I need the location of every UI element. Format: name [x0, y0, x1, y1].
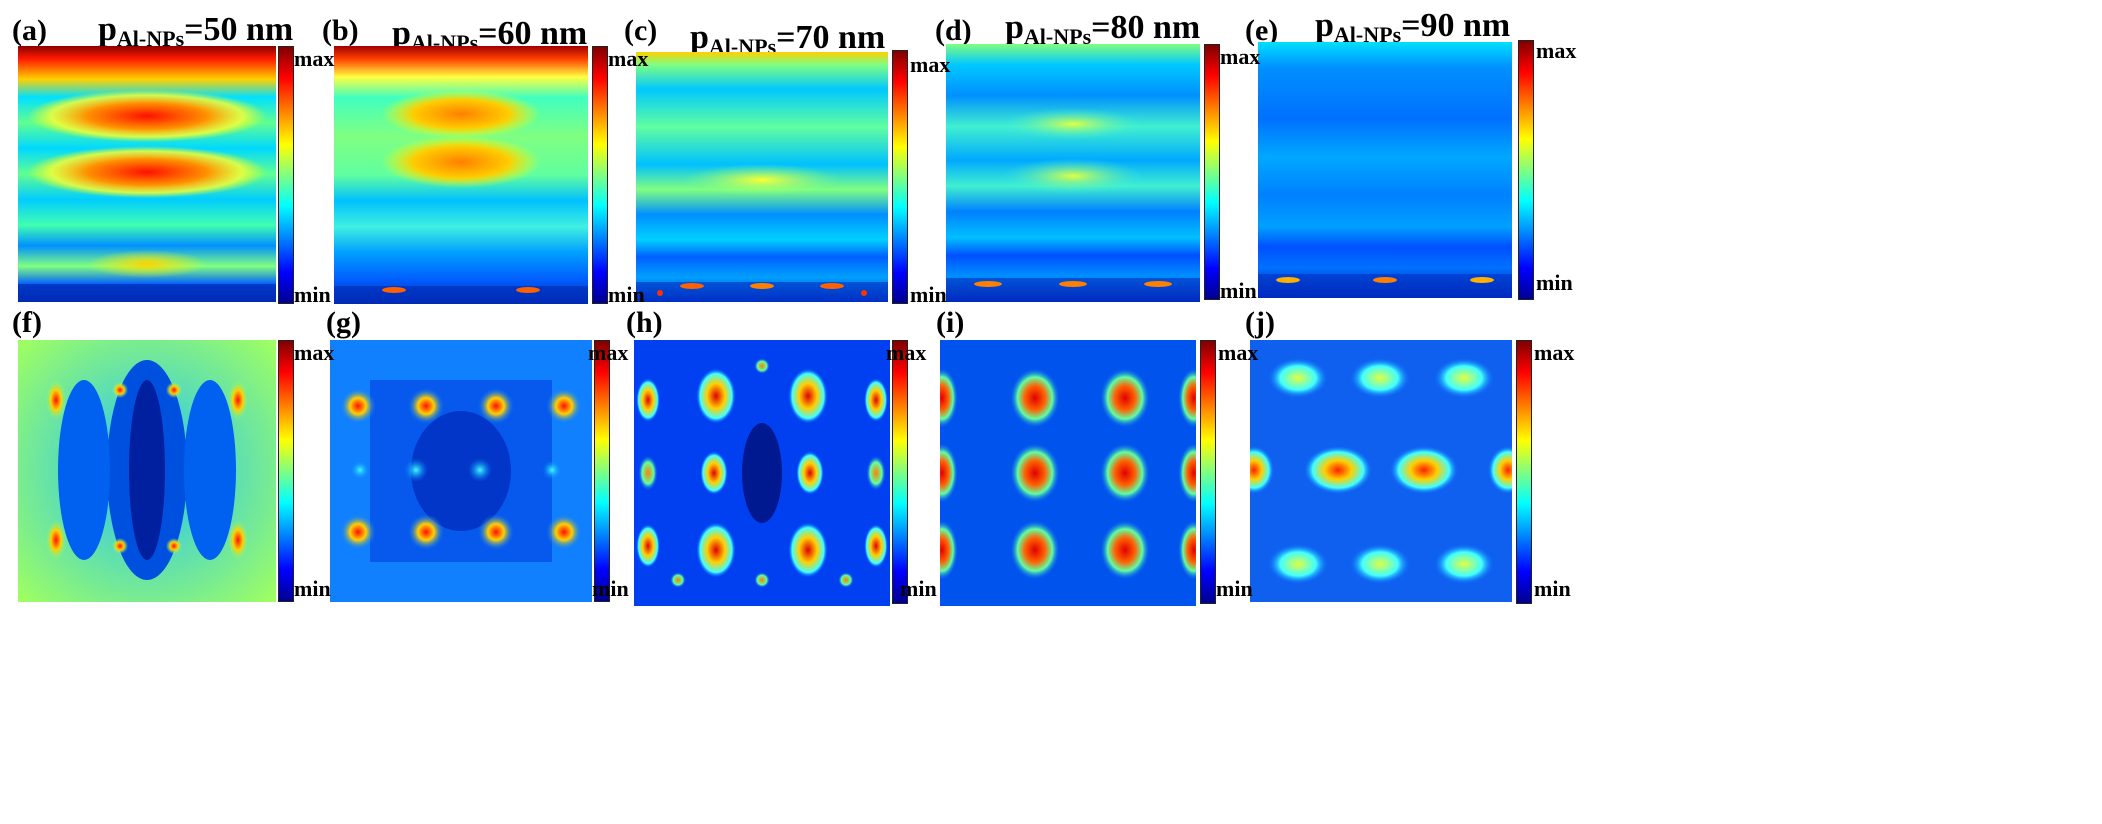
field-map-h	[634, 340, 890, 606]
colorbar-max-f: max	[294, 340, 335, 365]
colorbar-i	[1200, 340, 1216, 604]
field-map-j	[1250, 340, 1512, 602]
colorbar-min-b: min	[608, 282, 645, 307]
colorbar-min-a: min	[294, 282, 331, 307]
colorbar-max-h: max	[886, 340, 927, 365]
field-map-b	[334, 46, 588, 304]
panel-label-d: (d)	[935, 14, 972, 47]
panel-label-i: (i)	[936, 306, 965, 339]
field-map-a	[18, 46, 276, 302]
panel-label-g: (g)	[326, 306, 361, 339]
colorbar-max-e: max	[1536, 38, 1577, 63]
panel-label-h: (h)	[626, 306, 663, 339]
colorbar-c	[892, 50, 908, 304]
colorbar-max-d: max	[1220, 44, 1261, 69]
colorbar-min-c: min	[910, 282, 947, 307]
colorbar-min-h: min	[900, 576, 937, 601]
colorbar-max-i: max	[1218, 340, 1259, 365]
panel-label-c: (c)	[624, 14, 658, 47]
field-map-d	[946, 44, 1200, 302]
panel-title-c: pAl-NPs=70 nm	[690, 19, 886, 59]
colorbar-g	[594, 340, 610, 602]
colorbar-max-a: max	[294, 46, 335, 71]
colorbar-d	[1204, 44, 1220, 300]
panel-label-j: (j)	[1245, 306, 1275, 339]
colorbar-min-j: min	[1534, 576, 1571, 601]
field-map-e	[1258, 42, 1512, 298]
panel-label-e: (e)	[1245, 14, 1279, 47]
colorbar-min-d: min	[1220, 278, 1257, 303]
panel-label-b: (b)	[322, 14, 359, 47]
colorbar-min-e: min	[1536, 270, 1573, 295]
colorbar-h	[892, 340, 908, 604]
colorbar-max-j: max	[1534, 340, 1575, 365]
colorbar-min-i: min	[1216, 576, 1253, 601]
colorbar-max-g: max	[588, 340, 629, 365]
panel-label-f: (f)	[12, 306, 42, 339]
colorbar-min-f: min	[294, 576, 331, 601]
panel-label-a: (a)	[12, 14, 47, 47]
panel-title-e: pAl-NPs=90 nm	[1315, 7, 1511, 47]
colorbar-max-c: max	[910, 52, 951, 77]
colorbar-b	[592, 46, 608, 304]
colorbar-a	[278, 46, 294, 304]
field-map-f	[18, 340, 276, 602]
colorbar-min-g: min	[592, 576, 629, 601]
colorbar-f	[278, 340, 294, 602]
colorbar-j	[1516, 340, 1532, 604]
colorbar-e	[1518, 40, 1534, 300]
field-map-g	[330, 340, 592, 602]
colorbar-max-b: max	[608, 46, 649, 71]
field-map-c	[636, 52, 888, 302]
field-map-i	[940, 340, 1196, 606]
